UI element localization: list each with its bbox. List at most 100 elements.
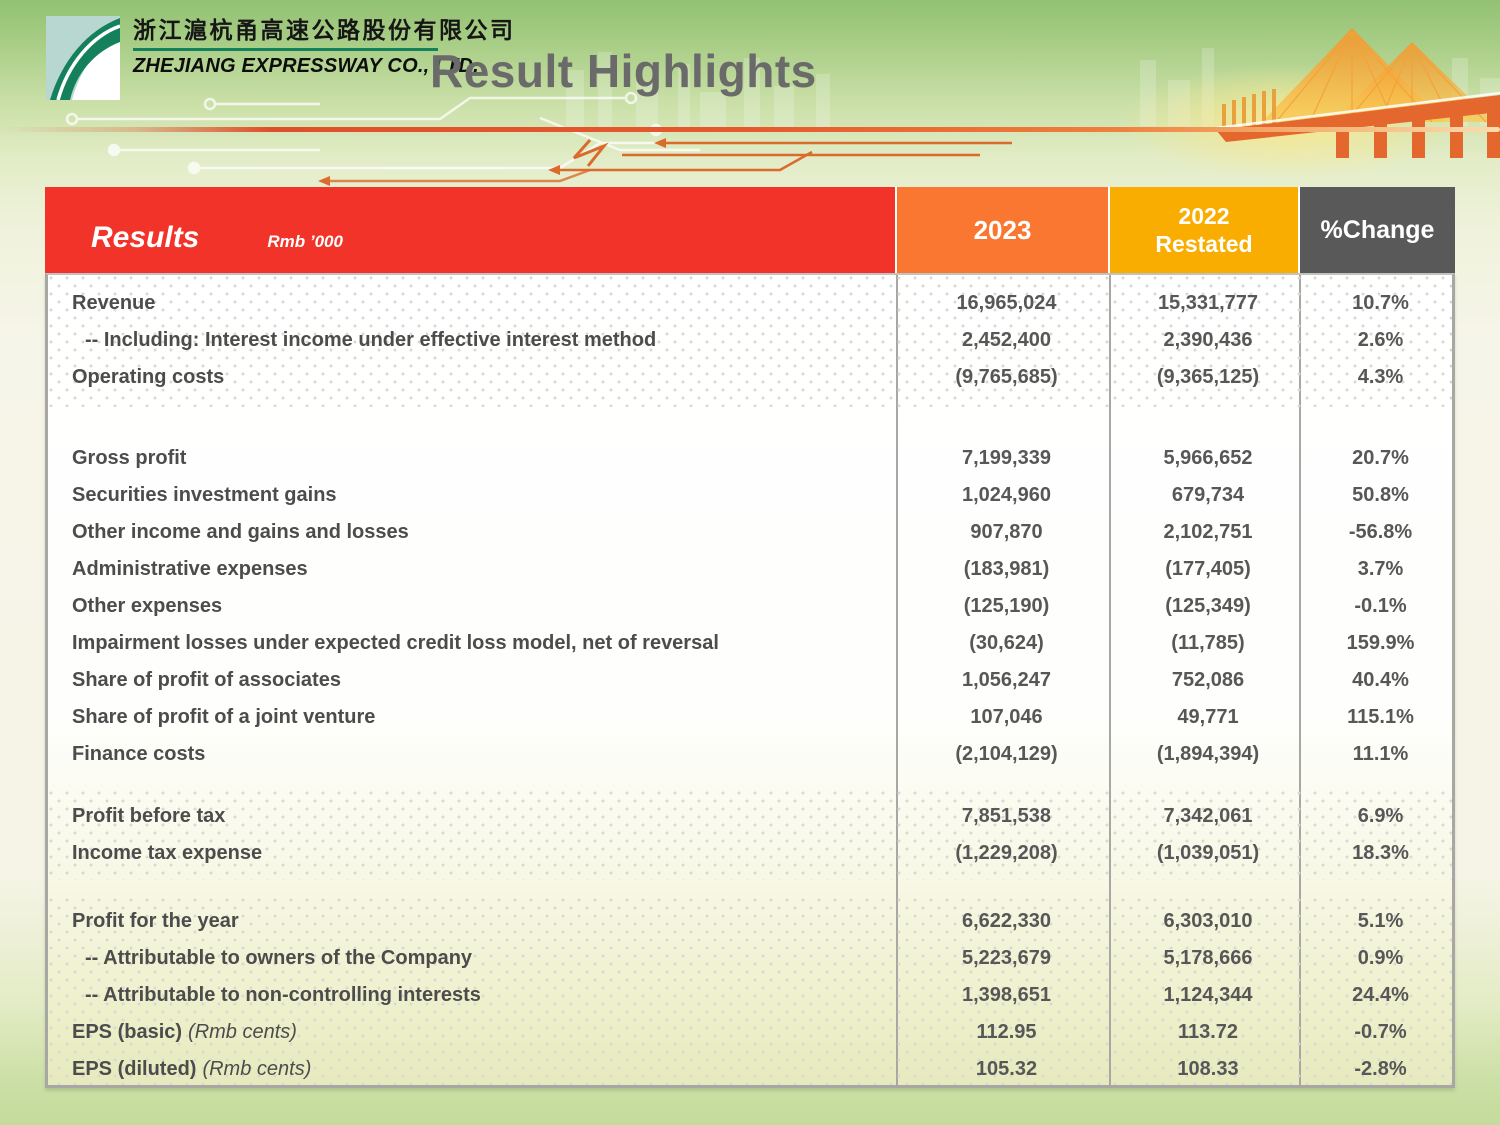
value-change: 18.3% (1352, 842, 1409, 864)
row-label: Share of profit of a joint venture (72, 706, 376, 728)
table-row: Administrative expenses (183,981) (177,405… (48, 551, 1452, 588)
header-cell-results: Results Rmb ’000 (45, 187, 897, 273)
value-v2023: (30,624) (969, 632, 1044, 654)
row-label-cell: Profit for the year (48, 910, 900, 933)
row-label-cell: Administrative expenses (48, 558, 900, 581)
table-row: Share of profit of a joint venture 107,04… (48, 699, 1452, 736)
value-v2023: 907,870 (970, 521, 1043, 543)
row-label-note: (Rmb cents) (202, 1058, 312, 1080)
value-v2022: 2,390,436 (1163, 329, 1253, 351)
value-v2023: 1,024,960 (962, 484, 1051, 506)
row-label: Securities investment gains (72, 484, 337, 506)
table-row: EPS (diluted) (Rmb cents) 105.32 108.33 -2.8… (48, 1051, 1452, 1085)
row-label-cell: Income tax expense (48, 842, 900, 865)
table-row: Impairment losses under expected credit … (48, 625, 1452, 662)
header-cell-2022-restated: 2022 Restated (1110, 187, 1300, 273)
table-body: Revenue 16,965,024 15,331,777 10.7% -- Inclu… (45, 273, 1455, 1088)
table-row: EPS (basic) (Rmb cents) 112.95 113.72 -0.7% (48, 1014, 1452, 1051)
row-label-cell: Securities investment gains (48, 484, 900, 507)
section-gap (48, 880, 1452, 897)
value-v2023: 2,452,400 (962, 329, 1051, 351)
value-v2023: 1,056,247 (962, 669, 1051, 691)
value-change: -2.8% (1354, 1058, 1407, 1080)
value-v2022: 7,342,061 (1163, 805, 1253, 827)
value-v2022: 108.33 (1177, 1058, 1239, 1080)
table-row: Profit for the year 6,622,330 6,303,010 5.1… (48, 903, 1452, 940)
row-label: Profit for the year (72, 910, 239, 932)
row-label-cell: Profit before tax (48, 805, 900, 828)
circuit-arrows (318, 138, 666, 186)
bridge-illustration (1120, 28, 1500, 180)
results-label: Results (91, 221, 200, 254)
value-v2022: 15,331,777 (1157, 292, 1259, 314)
value-change: 20.7% (1352, 447, 1409, 469)
header-2022-line2: Restated (1155, 231, 1253, 257)
table-row: Profit before tax 7,851,538 7,342,061 6.9% (48, 798, 1452, 835)
table-row: Revenue 16,965,024 15,331,777 10.7% (48, 285, 1452, 322)
value-v2023: (1,229,208) (955, 842, 1058, 864)
value-v2022: 113.72 (1177, 1021, 1239, 1043)
row-label-cell: Share of profit of associates (48, 669, 900, 692)
top-banner: 浙江滬杭甬高速公路股份有限公司 ZHEJIANG EXPRESSWAY CO.,… (0, 0, 1500, 186)
value-change: 115.1% (1347, 706, 1414, 728)
value-v2022: 2,102,751 (1163, 521, 1253, 543)
value-v2022: (177,405) (1165, 558, 1251, 580)
value-change: 24.4% (1352, 984, 1409, 1006)
page-title: Result Highlights (430, 45, 817, 97)
section-gap (48, 773, 1452, 790)
value-change: -0.7% (1354, 1021, 1407, 1043)
value-v2022: 679,734 (1171, 484, 1245, 506)
value-v2023: 107,046 (970, 706, 1043, 728)
value-v2022: 49,771 (1177, 706, 1239, 728)
header-2022-line1: 2022 (1178, 202, 1230, 229)
results-table: Results Rmb ’000 2023 2022 Restated %Cha… (45, 187, 1455, 1088)
value-change: -56.8% (1348, 521, 1413, 543)
row-label: Revenue (72, 292, 156, 314)
value-v2023: 112.95 (976, 1021, 1037, 1043)
banner-decoration (65, 28, 1500, 186)
value-v2022: 1,124,344 (1163, 984, 1253, 1006)
row-label-cell: Revenue (48, 292, 900, 315)
table-row: Share of profit of associates 1,056,247 75… (48, 662, 1452, 699)
table-section: Profit before tax 7,851,538 7,342,061 6.9% I… (48, 790, 1452, 880)
row-label-cell: EPS (basic) (Rmb cents) (48, 1021, 900, 1044)
column-separator (896, 275, 898, 1085)
value-change: 2.6% (1357, 329, 1404, 351)
row-label: Finance costs (72, 743, 206, 765)
row-label: Gross profit (72, 447, 187, 469)
row-label: EPS (basic) (72, 1021, 183, 1043)
value-v2022: 752,086 (1171, 669, 1245, 691)
value-change: 6.9% (1357, 805, 1404, 827)
table-row: Operating costs (9,765,685) (9,365,125) 4.3… (48, 359, 1452, 396)
value-v2023: 7,851,538 (962, 805, 1051, 827)
row-label-cell: -- Attributable to non-controlling inter… (48, 984, 900, 1007)
divider-line (0, 127, 1500, 132)
row-label: Other expenses (72, 595, 223, 617)
row-label-cell: -- Attributable to owners of the Company (48, 947, 900, 970)
row-label-cell: EPS (diluted) (Rmb cents) (48, 1058, 900, 1081)
header-cell-change: %Change (1300, 187, 1455, 273)
row-label: Impairment losses under expected credit … (72, 632, 719, 654)
value-change: 5.1% (1357, 910, 1404, 932)
value-v2023: 105.32 (975, 1058, 1038, 1080)
table-row: -- Including: Interest income under effe… (48, 322, 1452, 359)
table-row: Securities investment gains 1,024,960 679,… (48, 477, 1452, 514)
table-row: Finance costs (2,104,129) (1,894,394) 11.1% (48, 736, 1452, 773)
value-change: 10.7% (1352, 292, 1409, 314)
company-logo: 浙江滬杭甬高速公路股份有限公司 ZHEJIANG EXPRESSWAY CO.,… (46, 16, 516, 100)
table-row: Other income and gains and losses 907,870… (48, 514, 1452, 551)
value-v2022: (125,349) (1165, 595, 1251, 617)
value-change: 50.8% (1352, 484, 1409, 506)
row-label-cell: Finance costs (48, 743, 900, 766)
table-row: Income tax expense (1,229,208) (1,039,051)… (48, 835, 1452, 872)
row-label-cell: -- Including: Interest income under effe… (48, 329, 900, 352)
table-row: Gross profit 7,199,339 5,966,652 20.7% (48, 440, 1452, 477)
header-cell-2023: 2023 (897, 187, 1110, 273)
table-header-row: Results Rmb ’000 2023 2022 Restated %Cha… (45, 187, 1455, 273)
value-v2023: 7,199,339 (962, 447, 1051, 469)
value-v2023: (9,765,685) (955, 366, 1058, 388)
row-label: Operating costs (72, 366, 225, 388)
value-v2023: (183,981) (963, 558, 1050, 580)
row-label-cell: Other expenses (48, 595, 900, 618)
